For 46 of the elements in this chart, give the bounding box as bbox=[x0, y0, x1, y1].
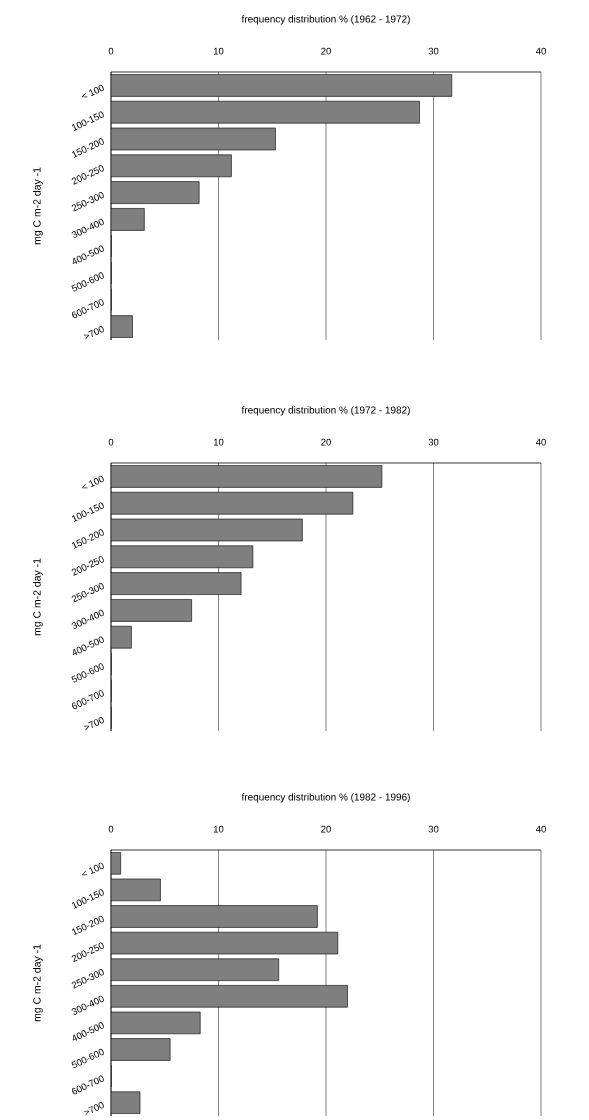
x-tick-label: 20 bbox=[321, 47, 331, 55]
x-tick-label: 30 bbox=[428, 825, 439, 833]
bar bbox=[111, 100, 420, 124]
x-tick-label: 40 bbox=[535, 438, 546, 446]
y-axis-title: mg C m-2 day -1 bbox=[32, 558, 43, 636]
bar bbox=[111, 985, 348, 1008]
bar bbox=[111, 127, 276, 151]
bar bbox=[111, 154, 232, 178]
y-tick-label: < 100 bbox=[82, 84, 104, 98]
bar bbox=[111, 545, 254, 569]
y-tick-label: < 100 bbox=[82, 475, 104, 489]
x-tick-label: 20 bbox=[321, 825, 331, 833]
x-tick-label: 20 bbox=[321, 438, 331, 446]
x-tick-label: 30 bbox=[428, 438, 439, 446]
x-tick-label: 0 bbox=[108, 825, 114, 833]
bar bbox=[111, 905, 318, 928]
bar bbox=[111, 599, 192, 622]
bar bbox=[111, 518, 303, 542]
y-axis-title: mg C m-2 day -1 bbox=[32, 167, 43, 245]
y-tick-label: < 100 bbox=[82, 862, 104, 876]
bar bbox=[111, 74, 452, 97]
y-tick-label: >700 bbox=[83, 1102, 104, 1116]
x-tick-label: 0 bbox=[108, 47, 114, 55]
x-tick-label: 30 bbox=[428, 47, 439, 55]
bar bbox=[111, 208, 145, 231]
x-tick-label: 40 bbox=[535, 47, 546, 55]
bar bbox=[111, 1011, 201, 1035]
bar bbox=[111, 465, 382, 488]
y-tick-label: >700 bbox=[83, 716, 104, 731]
chart-title: frequency distribution % (1972 - 1982) bbox=[241, 406, 410, 416]
bar bbox=[111, 931, 339, 955]
bar bbox=[111, 1091, 141, 1114]
x-tick-label: 10 bbox=[213, 825, 224, 833]
bar bbox=[111, 958, 279, 981]
bar bbox=[111, 1038, 171, 1061]
x-tick-label: 10 bbox=[213, 47, 224, 55]
bar bbox=[111, 181, 200, 204]
y-axis-title: mg C m-2 day -1 bbox=[32, 944, 43, 1022]
chart-title: frequency distribution % (1962 - 1972) bbox=[241, 15, 410, 25]
chart-title: frequency distribution % (1982 - 1996) bbox=[241, 793, 410, 803]
y-tick-label: >700 bbox=[83, 325, 104, 340]
x-tick-label: 10 bbox=[213, 438, 224, 446]
x-tick-label: 40 bbox=[535, 825, 546, 833]
x-tick-label: 0 bbox=[108, 438, 114, 446]
bar bbox=[111, 572, 242, 595]
bar bbox=[111, 491, 354, 515]
